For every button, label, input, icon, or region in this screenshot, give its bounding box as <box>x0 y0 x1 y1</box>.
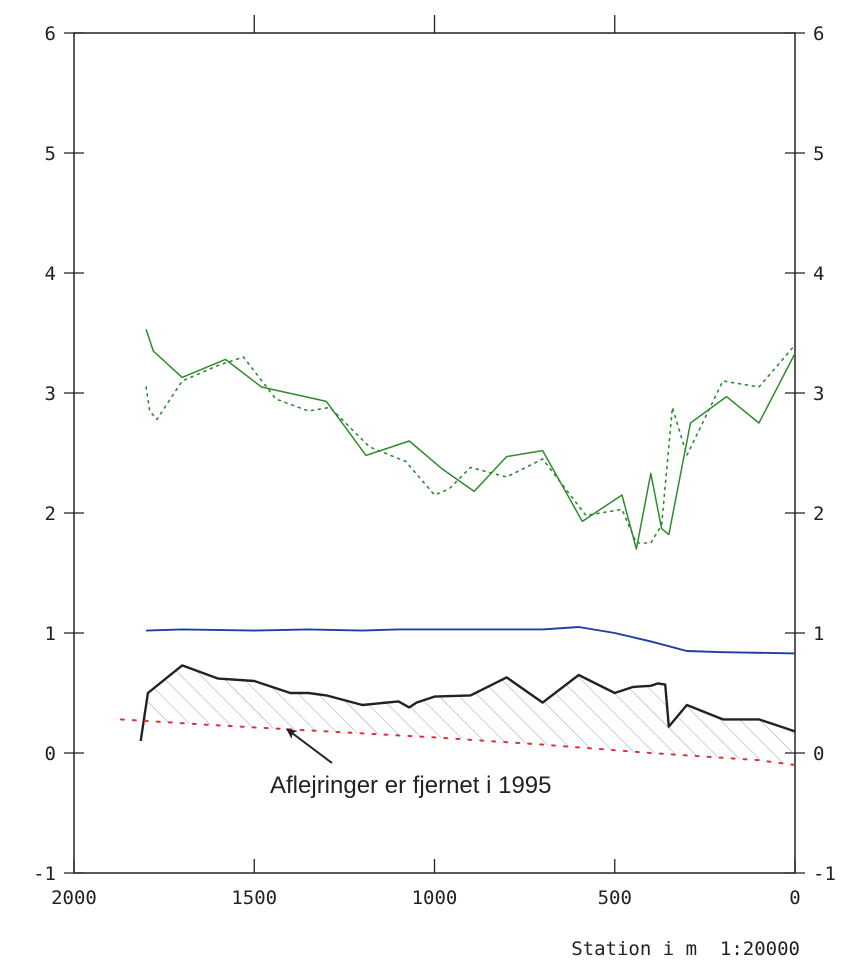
y-tick-label-left-4: 3 <box>45 383 56 405</box>
y-tick-label-right-7: 6 <box>813 23 824 45</box>
series-layer <box>119 329 796 766</box>
y-tick-label-left-1: 0 <box>45 743 56 765</box>
y-tick-label-left-7: 6 <box>45 23 56 45</box>
annotation-text: Aflejringer er fjernet i 1995 <box>270 772 551 799</box>
y-tick-label-left-0: -1 <box>33 863 56 885</box>
annotation: Aflejringer er fjernet i 1995 <box>270 728 551 799</box>
removed-deposits-area <box>140 665 795 765</box>
y-tick-label-right-5: 4 <box>813 263 824 285</box>
y-tick-label-left-2: 1 <box>45 623 56 645</box>
y-tick-label-left-5: 4 <box>45 263 56 285</box>
y-tick-label-right-1: 0 <box>813 743 824 765</box>
y-tick-label-left-3: 2 <box>45 503 56 525</box>
y-tick-label-right-2: 1 <box>813 623 824 645</box>
y-tick-label-right-0: -1 <box>813 863 836 885</box>
y-tick-label-right-4: 3 <box>813 383 824 405</box>
x-axis-label: Station i m 1:20000 <box>571 938 800 960</box>
x-tick-label-3: 500 <box>598 887 632 909</box>
y-tick-label-right-6: 5 <box>813 143 824 165</box>
series-black-solid-line <box>139 664 796 742</box>
y-tick-label-left-6: 5 <box>45 143 56 165</box>
x-tick-label-1: 1500 <box>231 887 277 909</box>
series-blue-solid-line <box>146 626 796 655</box>
series-green-dotted-line <box>145 344 796 544</box>
y-tick-label-right-3: 2 <box>813 503 824 525</box>
x-tick-label-2: 1000 <box>412 887 458 909</box>
series-green-solid-line <box>145 329 796 550</box>
tick-labels: 2000 1500 1000 500 0 -1 -1 0 0 1 1 2 2 3 3 4 4 5 5 6 6 <box>33 23 836 909</box>
x-tick-label-0: 2000 <box>51 887 97 909</box>
annotation-arrow <box>285 728 333 764</box>
x-tick-label-4: 0 <box>789 887 800 909</box>
